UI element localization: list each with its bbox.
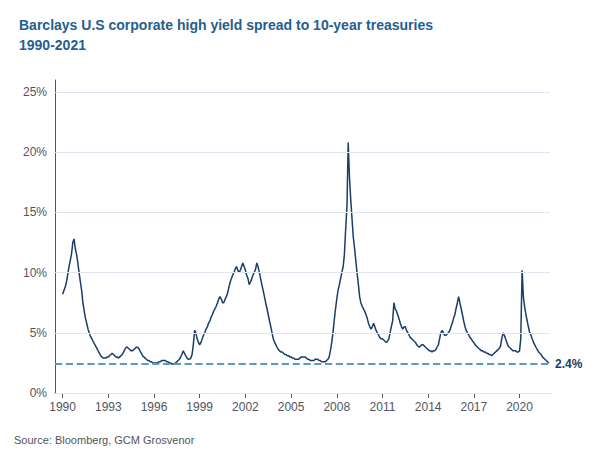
svg-text:2.4%: 2.4% xyxy=(555,357,583,371)
svg-text:1996: 1996 xyxy=(141,400,168,414)
svg-text:0%: 0% xyxy=(30,386,48,400)
svg-text:1990: 1990 xyxy=(49,400,76,414)
svg-text:10%: 10% xyxy=(23,266,47,280)
svg-text:2017: 2017 xyxy=(460,400,487,414)
svg-text:2002: 2002 xyxy=(232,400,259,414)
svg-text:20%: 20% xyxy=(23,145,47,159)
svg-text:25%: 25% xyxy=(23,85,47,99)
svg-text:2011: 2011 xyxy=(370,400,396,414)
svg-text:2008: 2008 xyxy=(323,400,350,414)
svg-text:1990-2021: 1990-2021 xyxy=(19,37,86,53)
svg-text:15%: 15% xyxy=(23,205,47,219)
svg-text:2005: 2005 xyxy=(278,400,305,414)
svg-text:1993: 1993 xyxy=(95,400,122,414)
svg-text:2020: 2020 xyxy=(506,400,533,414)
svg-text:5%: 5% xyxy=(30,326,48,340)
svg-text:2014: 2014 xyxy=(415,400,442,414)
svg-text:Barclays U.S corporate high yi: Barclays U.S corporate high yield spread… xyxy=(19,17,433,33)
svg-text:1999: 1999 xyxy=(186,400,213,414)
svg-text:Source: Bloomberg, GCM Grosven: Source: Bloomberg, GCM Grosvenor xyxy=(14,434,195,446)
